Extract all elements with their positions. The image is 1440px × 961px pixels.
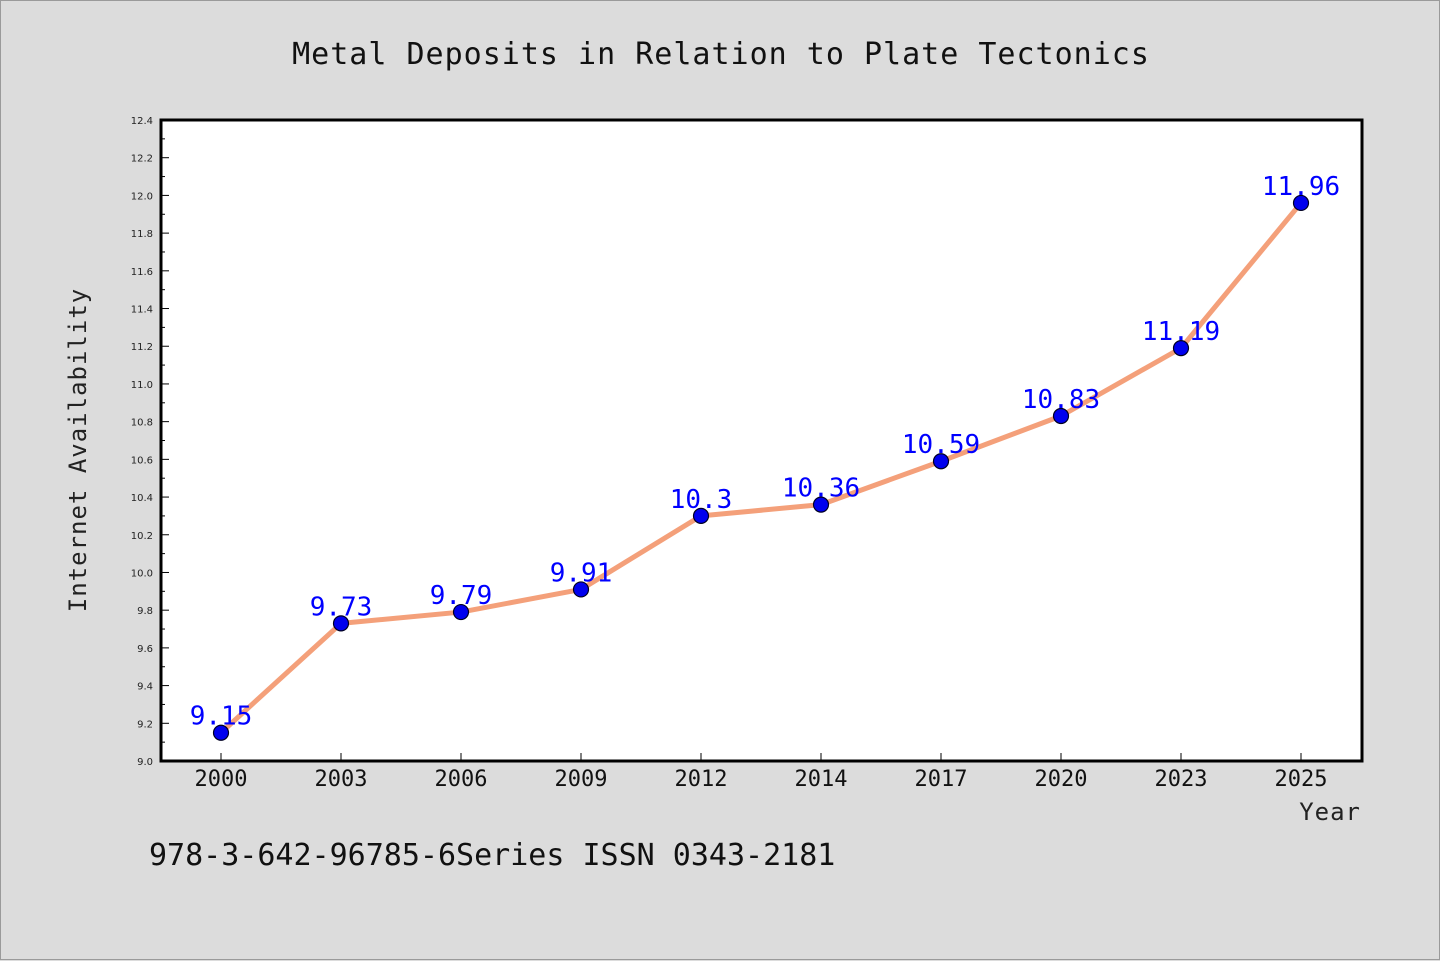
data-point (812, 496, 830, 513)
x-tick-label: 2020 (1035, 767, 1088, 792)
x-axis-label: Year (1299, 798, 1361, 826)
data-point (1292, 194, 1310, 212)
footer-isbn-text: 978-3-642-96785-6Series ISSN 0343-2181 (149, 838, 835, 873)
x-tick-label: 2009 (555, 767, 608, 792)
y-tick-label: 10.0 (131, 568, 153, 579)
plot-area (159, 118, 1364, 763)
x-tick-label: 2017 (915, 767, 968, 792)
y-tick-label: 10.2 (131, 531, 153, 542)
data-label: 9.73 (310, 592, 373, 622)
y-tick-label: 11.6 (131, 267, 153, 278)
y-axis-label: Internet Availability (64, 288, 92, 612)
series-polyline (218, 200, 1304, 736)
x-tick-label: 2025 (1275, 767, 1328, 792)
x-axis: 2000 2003 2006 2009 2012 2014 2017 2020 2023 2025 (195, 753, 1328, 792)
data-point (1052, 407, 1070, 425)
y-tick-label: 12.0 (131, 191, 153, 202)
data-label: 9.91 (550, 558, 613, 588)
y-tick-label: 10.6 (131, 455, 153, 466)
data-point (1172, 340, 1190, 357)
y-tick-label: 12.4 (131, 116, 153, 127)
data-label: 11.96 (1262, 172, 1340, 202)
chart-title: Metal Deposits in Relation to Plate Tect… (292, 37, 1150, 72)
x-tick-label: 2000 (195, 767, 248, 792)
y-tick-label: 9.2 (137, 719, 153, 730)
series-line (218, 200, 1304, 736)
y-tick-label: 10.8 (131, 418, 153, 429)
data-label: 9.79 (430, 581, 493, 611)
data-point (452, 603, 470, 621)
x-tick-label: 2023 (1155, 767, 1208, 792)
x-tick-label: 2012 (675, 767, 728, 792)
y-tick-label: 9.0 (137, 757, 153, 768)
data-label: 9.15 (190, 702, 253, 732)
y-tick-label: 10.4 (131, 493, 153, 504)
data-markers (212, 194, 1310, 741)
data-label: 10.36 (782, 474, 860, 504)
y-tick-label: 9.4 (137, 682, 153, 693)
x-tick-label: 2014 (795, 767, 848, 792)
data-label: 11.19 (1142, 317, 1220, 347)
x-tick-label: 2006 (435, 767, 488, 792)
y-tick-label: 9.6 (137, 644, 153, 655)
data-label: 10.59 (902, 430, 980, 460)
x-tick-label: 2003 (315, 767, 368, 792)
y-tick-label: 11.8 (131, 229, 153, 240)
data-point (572, 581, 590, 598)
data-point (332, 615, 350, 632)
data-labels: 9.15 9.73 9.79 9.91 10.3 10.36 10.59 10.83 11.19… (190, 172, 1340, 732)
data-label: 10.83 (1022, 385, 1100, 415)
y-tick-label: 12.2 (131, 154, 153, 165)
y-tick-label: 9.8 (137, 606, 153, 617)
data-label: 10.3 (670, 485, 733, 515)
y-tick-label: 11.4 (131, 305, 153, 316)
y-tick-label: 11.0 (131, 380, 153, 391)
y-axis: 9.0 9.2 9.4 9.6 9.8 10.0 10.2 10.4 10.6 10.8 11.0 1… (131, 116, 169, 768)
data-point (212, 724, 230, 741)
data-point (932, 453, 950, 470)
y-tick-label: 11.2 (131, 342, 153, 353)
data-point (692, 507, 710, 525)
